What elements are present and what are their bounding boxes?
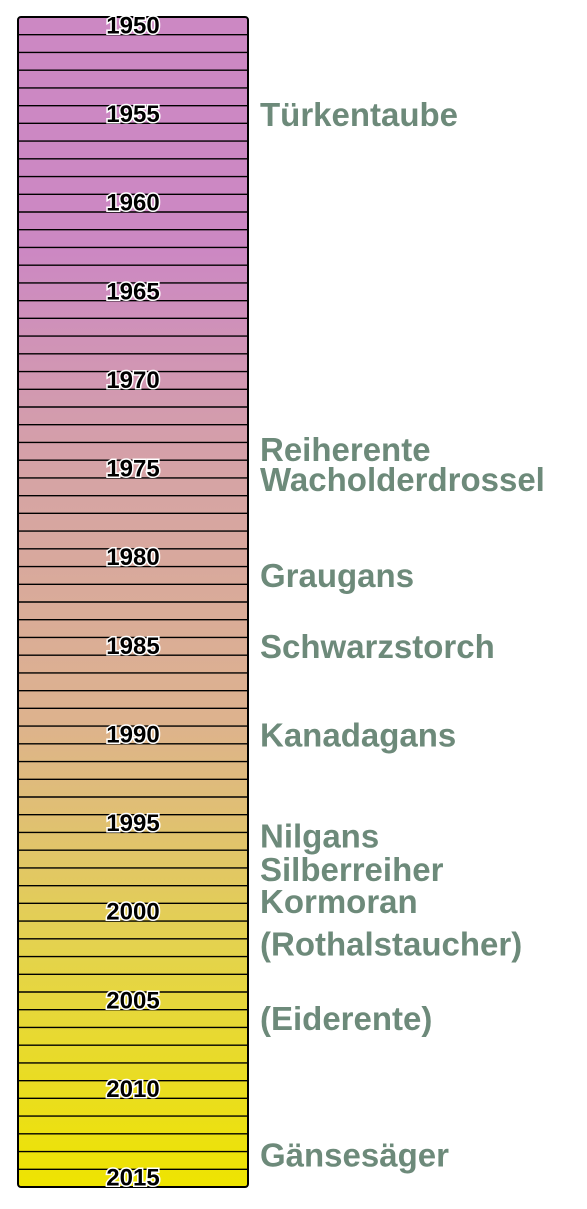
species-label: Wacholderdrossel xyxy=(260,461,545,498)
species-label: Reiherente xyxy=(260,431,431,468)
species-label: Kormoran xyxy=(260,883,418,920)
year-label: 1950 xyxy=(106,12,159,39)
species-label: Graugans xyxy=(260,557,414,594)
year-label: 1970 xyxy=(106,367,159,394)
year-label: 2015 xyxy=(106,1165,159,1192)
year-label: 1965 xyxy=(106,278,159,305)
year-labels: 1950 1955 1960 1965 1970 1975 1980 1985 1990 1995… xyxy=(105,11,161,1193)
year-grid-lines xyxy=(18,34,248,1170)
year-label: 2000 xyxy=(106,899,159,926)
year-label: 1985 xyxy=(106,633,159,660)
year-label: 1955 xyxy=(106,101,159,128)
species-label: Nilgans xyxy=(260,818,379,855)
year-label: 2010 xyxy=(106,1076,159,1103)
species-label: Silberreiher xyxy=(260,851,444,888)
year-label: 1975 xyxy=(106,456,159,483)
species-label: Türkentaube xyxy=(260,96,458,133)
species-label: Kanadagans xyxy=(260,716,456,753)
species-label: (Rothalstaucher) xyxy=(260,926,522,963)
year-label: 1980 xyxy=(106,544,159,571)
year-label: 1960 xyxy=(106,190,159,217)
year-label: 1990 xyxy=(106,721,159,748)
species-label: Schwarzstorch xyxy=(260,628,495,665)
year-label: 2005 xyxy=(106,987,159,1014)
species-label: Gänsesäger xyxy=(260,1137,449,1174)
year-label: 1995 xyxy=(106,810,159,837)
species-label: (Eiderente) xyxy=(260,1000,432,1037)
